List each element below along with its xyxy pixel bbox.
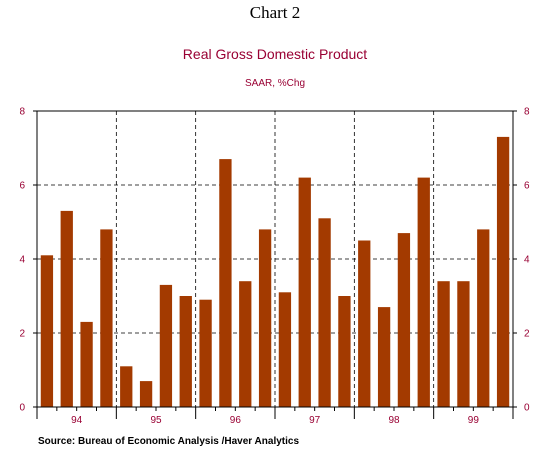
bar-11	[258, 229, 272, 407]
bar-9	[219, 159, 232, 407]
bar-21	[457, 281, 470, 407]
bar-20	[437, 281, 450, 407]
x-tick-label-96: 96	[230, 415, 242, 426]
bar-10	[239, 281, 252, 407]
x-tick-label-98: 98	[388, 415, 400, 426]
y-axis-right: 0 2 4 6 8	[513, 107, 530, 414]
bar-14	[318, 218, 331, 407]
bar-0	[40, 255, 54, 407]
bar-23	[496, 136, 510, 407]
x-tick-label-95: 95	[150, 415, 162, 426]
bar-19	[417, 177, 430, 407]
y-tick-label-left-1: 2	[19, 329, 25, 340]
y-tick-label-left-0: 0	[19, 403, 25, 414]
source-note: Source: Bureau of Economic Analysis /Hav…	[38, 436, 299, 447]
bar-6	[159, 284, 173, 407]
bar-13	[298, 177, 311, 407]
y-tick-label-left-3: 6	[19, 181, 25, 192]
bar-16	[358, 240, 371, 407]
bar-18	[397, 233, 411, 407]
x-tick-label-97: 97	[309, 415, 321, 426]
bar-1	[60, 210, 73, 407]
bar-7	[179, 296, 192, 407]
grid-lines	[37, 111, 513, 407]
y-axis-left: 0 2 4 6 8	[19, 107, 37, 414]
bar-5	[139, 381, 153, 407]
bar-15	[338, 296, 351, 407]
bar-4	[120, 366, 133, 407]
y-tick-label-right-1: 2	[524, 329, 530, 340]
x-tick-label-99: 99	[468, 415, 480, 426]
bar-2	[80, 321, 93, 407]
bar-22	[477, 229, 490, 407]
bar-3	[100, 229, 113, 407]
chart-subtitle: SAAR, %Chg	[245, 78, 305, 89]
bar-17	[377, 307, 391, 407]
bar-8	[199, 299, 212, 407]
chart-heading: Chart 2	[250, 3, 301, 22]
bars	[40, 136, 510, 407]
y-tick-label-left-2: 4	[19, 255, 25, 266]
y-tick-label-left-4: 8	[19, 107, 25, 118]
bar-12	[278, 292, 292, 407]
x-tick-label-94: 94	[71, 415, 83, 426]
y-tick-label-right-0: 0	[524, 403, 530, 414]
x-axis: 94 95 96 97 98 99	[71, 415, 479, 426]
y-tick-label-right-3: 6	[524, 181, 530, 192]
y-tick-label-right-4: 8	[524, 107, 530, 118]
y-tick-label-right-2: 4	[524, 255, 530, 266]
chart-title: Real Gross Domestic Product	[183, 46, 368, 62]
